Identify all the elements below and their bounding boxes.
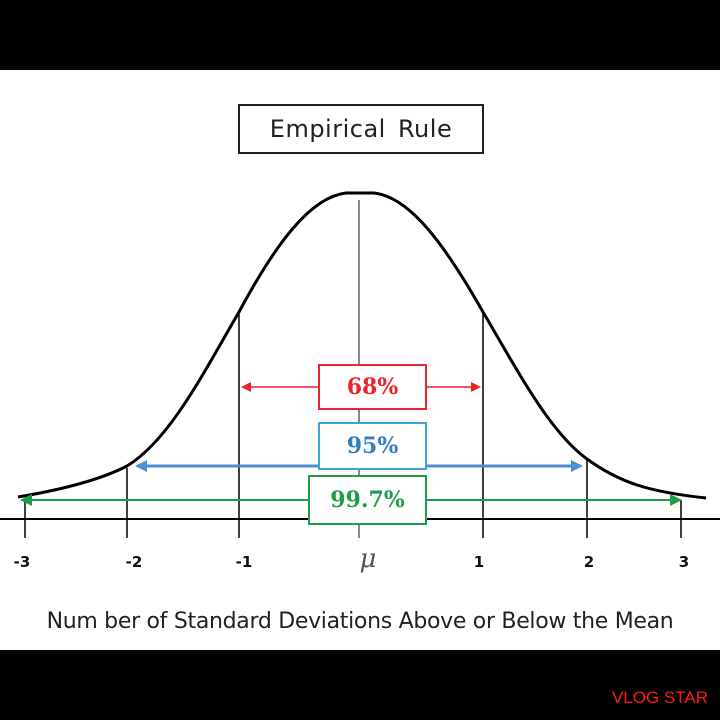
label-68-percent: 68%: [318, 364, 427, 410]
diagram-title: Empirical Rule: [238, 104, 484, 154]
bell-curve: [17, 191, 707, 500]
tick-plus-2: 2: [583, 553, 595, 571]
x-axis-label: Num ber of Standard Deviations Above or …: [46, 609, 674, 634]
top-letterbox-bar: [0, 0, 720, 70]
tick-minus-1: -1: [235, 553, 253, 571]
tick-plus-1: 1: [473, 553, 485, 571]
bottom-letterbox-bar: [0, 650, 720, 720]
tick-minus-2: -2: [125, 553, 143, 571]
label-95-percent: 95%: [318, 422, 427, 470]
tick-mean: μ: [359, 544, 377, 574]
watermark-text: VLOG STAR: [611, 688, 708, 707]
label-99-7-percent: 99.7%: [308, 475, 427, 525]
tick-minus-3: -3: [13, 553, 31, 571]
tick-plus-3: 3: [678, 553, 690, 571]
